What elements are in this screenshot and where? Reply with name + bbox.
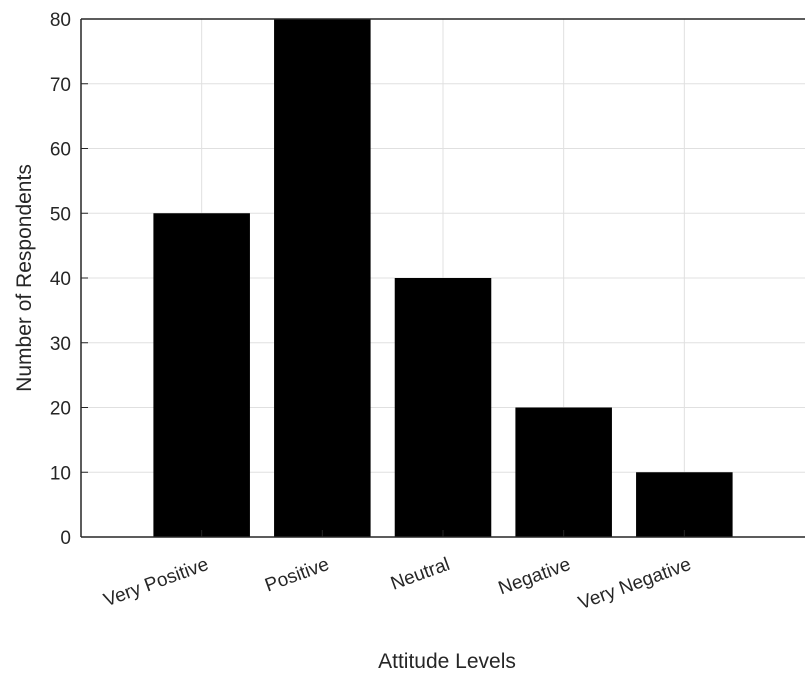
bar-negative: [515, 407, 612, 537]
y-tick-label: 60: [50, 140, 71, 161]
y-tick-label: 20: [50, 399, 71, 420]
x-tick-label: Neutral: [388, 554, 453, 595]
y-tick-label: 80: [50, 10, 71, 31]
y-tick-labels: 0 10 20 30 40 50 60 70 80: [50, 10, 71, 549]
x-tick-label: Very Positive: [101, 554, 211, 611]
bar-positive: [274, 19, 371, 537]
x-tick-label: Negative: [496, 554, 574, 599]
x-tick-label: Positive: [262, 554, 332, 596]
y-tick-label: 50: [50, 204, 71, 225]
bars: [153, 19, 733, 537]
bar-very-positive: [153, 213, 250, 537]
y-axis-label: Number of Respondents: [13, 164, 36, 392]
bar-very-negative: [636, 472, 733, 537]
y-tick-label: 40: [50, 269, 71, 290]
axes: [80, 18, 805, 538]
y-tick-label: 70: [50, 75, 71, 96]
x-axis-label: Attitude Levels: [378, 650, 516, 672]
x-tick-label: Very Negative: [576, 554, 694, 614]
y-tick-label: 0: [60, 528, 71, 549]
x-tick-labels: Very Positive Positive Neutral Negative Very…: [101, 554, 694, 614]
y-tick-label: 10: [50, 463, 71, 484]
y-tick-label: 30: [50, 334, 71, 355]
bar-neutral: [394, 278, 492, 537]
